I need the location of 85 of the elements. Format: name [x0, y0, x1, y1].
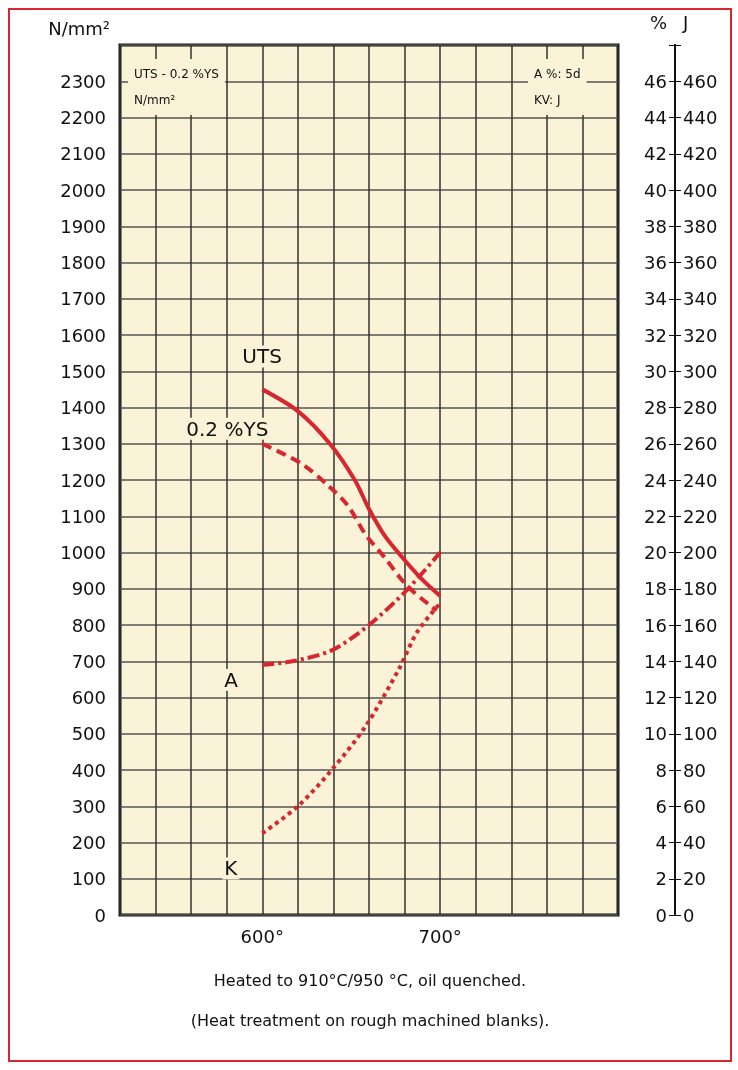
y-tick-label: 1000 — [60, 542, 106, 563]
y2-tick-label: 28 — [644, 397, 667, 418]
y3-tick-label: 140 — [683, 650, 718, 672]
annotation: A %: 5d KV: J — [534, 67, 581, 107]
y2-tick-label: 36 — [644, 252, 667, 273]
y3-axis-title: J — [682, 11, 689, 33]
y3-tick-label: 240 — [683, 469, 718, 491]
y-tick-label: 1600 — [60, 324, 106, 346]
y3-tick-label: 320 — [683, 324, 718, 346]
y2-tick-label: 24 — [644, 469, 667, 491]
y2-tick-label: 12 — [644, 687, 667, 708]
y2-tick-label: 20 — [644, 542, 667, 563]
y3-tick-label: 80 — [683, 759, 706, 781]
y2-tick-label: 30 — [644, 360, 667, 382]
y-tick-label: 300 — [71, 795, 106, 817]
y2-tick-label: 14 — [644, 650, 667, 672]
y-tick-label: 900 — [71, 578, 106, 600]
y2-tick-label: 18 — [644, 578, 667, 600]
y2-tick-label: 6 — [655, 795, 667, 817]
y2-tick-label: 10 — [644, 723, 667, 745]
y2-tick-label: 4 — [655, 832, 667, 853]
y-tick-label: 200 — [71, 832, 106, 853]
y2-tick-label: 44 — [644, 107, 667, 128]
y-tick-label: 1400 — [60, 397, 106, 418]
y3-tick-label: 100 — [683, 723, 718, 745]
y3-tick-label: 20 — [683, 868, 706, 890]
series-label: UTS — [242, 344, 282, 369]
y3-tick-label: 300 — [683, 360, 718, 382]
y-tick-label: 0 — [94, 904, 106, 926]
y2-tick-label: 34 — [644, 288, 667, 310]
y-tick-label: 400 — [71, 759, 106, 781]
y2-tick-label: 16 — [644, 614, 667, 636]
y-tick-label: 2100 — [60, 143, 106, 165]
y3-tick-label: 420 — [683, 143, 718, 165]
y3-tick-label: 180 — [683, 578, 718, 600]
y-tick-label: 700 — [71, 650, 106, 672]
y3-tick-label: 160 — [683, 614, 718, 636]
y-tick-label: 2000 — [60, 179, 106, 201]
y3-tick-label: 0 — [683, 904, 695, 926]
y-tick-label: 1100 — [60, 505, 106, 527]
y2-tick-label: 22 — [644, 505, 667, 527]
y3-tick-label: 440 — [683, 107, 718, 128]
y-tick-label: 1200 — [60, 469, 106, 491]
y2-tick-label: 46 — [644, 70, 667, 92]
annotation: UTS - 0.2 %YS N/mm² — [134, 67, 219, 107]
x-tick-label: 700° — [418, 925, 462, 947]
y3-tick-label: 260 — [683, 433, 718, 455]
x-tick-label: 600° — [240, 925, 284, 947]
y2-tick-label: 32 — [644, 324, 667, 346]
series-label: 0.2 %YS — [186, 416, 269, 441]
y-tick-label: 1700 — [60, 288, 106, 310]
y-tick-label: 2300 — [60, 70, 106, 92]
y-tick-label: 100 — [71, 868, 106, 890]
series-label: K — [224, 856, 239, 881]
y3-tick-label: 280 — [683, 397, 718, 418]
y3-tick-label: 460 — [683, 70, 718, 92]
y3-tick-label: 360 — [683, 252, 718, 273]
y3-tick-label: 220 — [683, 505, 718, 527]
y-tick-label: 600 — [71, 687, 106, 708]
y-tick-label: 500 — [71, 723, 106, 745]
y-tick-label: 800 — [71, 614, 106, 636]
y2-tick-label: 8 — [655, 759, 667, 781]
y3-tick-label: 340 — [683, 288, 718, 310]
y2-tick-label: 0 — [655, 904, 667, 926]
y2-tick-label: 42 — [644, 143, 667, 165]
y3-tick-label: 400 — [683, 179, 718, 201]
y-tick-label: 1300 — [60, 433, 106, 455]
y-axis-title: N/mm² — [48, 17, 110, 39]
y2-tick-label: 2 — [655, 868, 667, 890]
text: Heated to 910°C/950 °C, oil quenched. — [213, 970, 527, 990]
y3-tick-label: 40 — [683, 832, 706, 853]
y-tick-label: 1900 — [60, 215, 106, 237]
y2-axis-title: % — [649, 11, 667, 33]
y3-tick-label: 380 — [683, 215, 718, 237]
y2-tick-label: 38 — [644, 215, 667, 237]
y2-tick-label: 40 — [644, 179, 667, 201]
y-tick-label: 1800 — [60, 252, 106, 273]
y3-tick-label: 120 — [683, 687, 718, 708]
y3-tick-label: 200 — [683, 542, 718, 563]
y-tick-label: 2200 — [60, 107, 106, 128]
series-label: A — [224, 667, 239, 692]
text: (Heat treatment on rough machined blanks). — [190, 1010, 550, 1030]
y3-tick-label: 60 — [683, 795, 706, 817]
y2-tick-label: 26 — [644, 433, 667, 455]
y-tick-label: 1500 — [60, 360, 106, 382]
